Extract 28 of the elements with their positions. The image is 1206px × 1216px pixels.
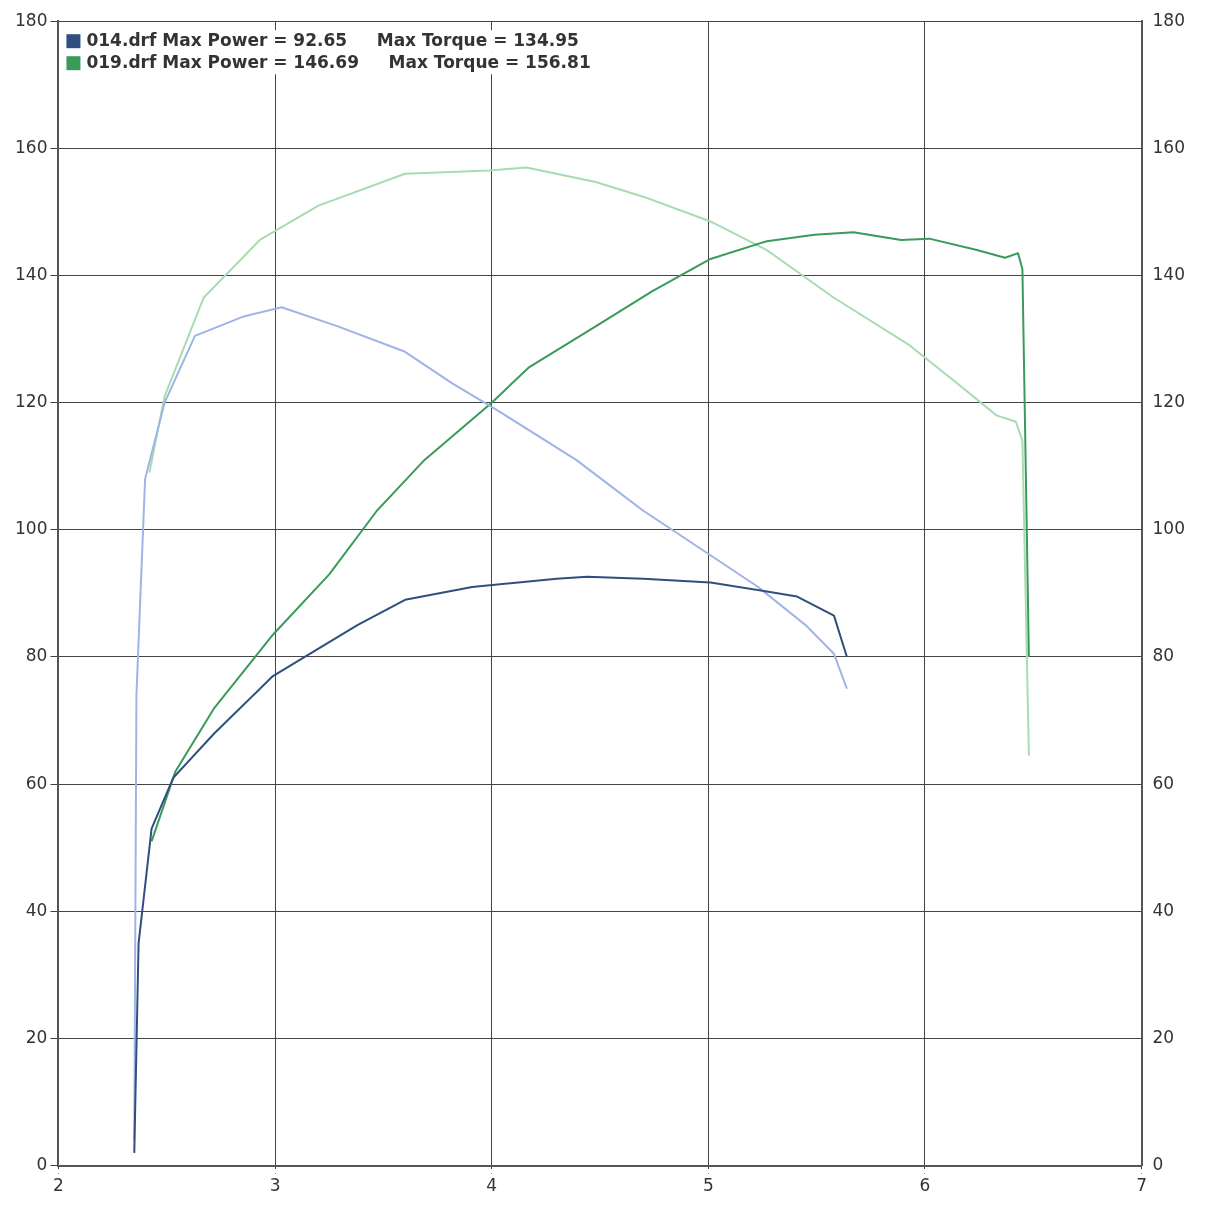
y2-tick-label: 80	[1152, 645, 1175, 666]
x-tick-label: 5	[702, 1175, 714, 1196]
y-tick-label: 60	[25, 772, 48, 793]
y-tick-label: 180	[14, 9, 48, 30]
y-tick-label: 120	[14, 391, 48, 412]
y2-tick-label: 0	[1152, 1154, 1164, 1175]
x-tick-label: 2	[53, 1175, 64, 1196]
y2-tick-label: 40	[1152, 899, 1175, 920]
y2-tick-label: 120	[1152, 391, 1186, 412]
x-tick-label: 3	[269, 1175, 281, 1196]
x-tick-label: 7	[1136, 1175, 1147, 1196]
y-tick-label: 20	[25, 1026, 48, 1047]
x-tick-label: 6	[919, 1175, 931, 1196]
y-tick-label: 80	[25, 645, 48, 666]
y2-tick-label: 140	[1152, 263, 1186, 284]
y2-tick-label: 100	[1152, 518, 1186, 539]
y-tick-label: 40	[25, 899, 48, 920]
y2-tick-label: 160	[1152, 136, 1186, 157]
y2-tick-label: 180	[1152, 9, 1186, 30]
y-tick-label: 160	[14, 136, 48, 157]
y2-tick-label: 20	[1152, 1026, 1175, 1047]
y-tick-label: 0	[36, 1154, 48, 1175]
x-tick-label: 4	[486, 1175, 498, 1196]
y-tick-label: 100	[14, 518, 48, 539]
y-tick-label: 140	[14, 263, 48, 284]
y2-tick-label: 60	[1152, 772, 1175, 793]
legend-label: 019.drf Max Power = 146.69 Max Torque = 156.81	[86, 51, 591, 72]
legend-label: 014.drf Max Power = 92.65 Max Torque = 134.95	[86, 29, 579, 50]
